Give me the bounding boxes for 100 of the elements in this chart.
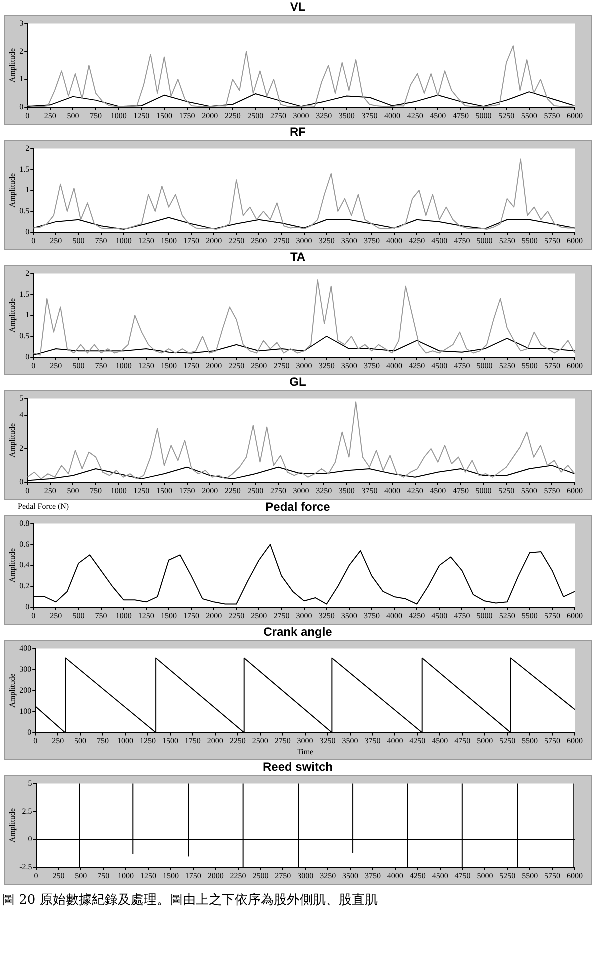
x-tick-label: 2500 — [251, 361, 268, 370]
x-tick-label: 1500 — [156, 111, 172, 120]
x-tick-label: 750 — [95, 236, 108, 246]
y-axis-title: Amplitude — [8, 423, 17, 458]
x-tick-label: 4500 — [432, 236, 448, 246]
x-tick-label: 4250 — [407, 486, 424, 496]
x-tick-label: 3750 — [362, 111, 378, 120]
y-tick-label: 2 — [26, 268, 30, 278]
x-tick-label: 3750 — [362, 486, 378, 496]
chart-title: TA — [289, 250, 307, 265]
y-tick-label: 300 — [20, 664, 32, 674]
x-tick-label: 1250 — [140, 736, 156, 746]
x-tick-label: 3750 — [364, 361, 380, 370]
x-tick-label: 250 — [52, 736, 64, 746]
x-tick-label: 4250 — [407, 111, 424, 120]
x-tick-label: 4750 — [454, 611, 470, 620]
x-tick-label: 5000 — [476, 111, 492, 120]
y-tick-label: 0 — [28, 834, 32, 844]
y-axis-title: Amplitude — [8, 548, 17, 583]
x-tick-label: 1750 — [179, 486, 196, 496]
x-tick-label: 1000 — [118, 736, 134, 746]
y-tick-label: 4 — [20, 410, 24, 420]
x-tick-label: 2250 — [228, 361, 245, 370]
x-tick-label: 3250 — [318, 611, 335, 620]
x-tick-label: 3500 — [342, 736, 358, 746]
y-tick-label: 2 — [20, 46, 24, 56]
x-tick-label: 1250 — [134, 111, 150, 120]
x-tick-label: 6000 — [567, 871, 583, 880]
x-tick-label: 1750 — [184, 236, 200, 246]
x-tick-label: 1250 — [134, 486, 150, 496]
x-tick-label: 4250 — [410, 736, 426, 746]
x-tick-label: 4000 — [387, 871, 404, 880]
x-tick-label: 250 — [50, 361, 62, 370]
x-tick-label: 3000 — [297, 736, 314, 746]
x-tick-label: 5750 — [544, 361, 560, 370]
x-tick-label: 5250 — [499, 611, 516, 620]
x-axis-title: Time — [296, 747, 314, 756]
x-tick-label: 2250 — [224, 486, 241, 496]
chart-title: Crank angle — [262, 625, 334, 640]
x-tick-label: 2000 — [207, 736, 224, 746]
y-tick-label: 1.5 — [20, 164, 30, 174]
y-tick-label: 0.2 — [20, 582, 30, 591]
x-tick-label: 1000 — [116, 236, 132, 246]
x-tick-label: 750 — [95, 611, 108, 620]
x-tick-label: 2750 — [270, 111, 286, 120]
x-tick-label: 5250 — [500, 871, 516, 880]
x-tick-label: 5250 — [500, 736, 516, 746]
x-tick-label: 4500 — [432, 736, 448, 746]
x-tick-label: 3750 — [364, 611, 380, 620]
chart-title: Pedal force — [266, 500, 330, 514]
x-tick-label: 3500 — [341, 236, 358, 246]
x-tick-label: 4500 — [430, 111, 446, 120]
y-tick-label: 3 — [20, 18, 24, 28]
y-tick-label: 100 — [20, 706, 32, 716]
x-tick-label: 3500 — [342, 871, 359, 880]
x-tick-label: 2750 — [270, 486, 286, 496]
y-axis-title: Amplitude — [8, 808, 17, 843]
x-tick-label: 1500 — [160, 236, 177, 246]
x-tick-label: 2250 — [230, 736, 246, 746]
x-tick-label: 4500 — [432, 361, 448, 370]
x-tick-label: 5750 — [544, 111, 560, 120]
y-tick-label: 0 — [20, 477, 24, 486]
y-tick-label: 0 — [26, 352, 30, 362]
x-tick-label: 1250 — [138, 611, 154, 620]
x-tick-label: 4000 — [384, 111, 401, 120]
x-tick-label: 1500 — [160, 611, 177, 620]
x-tick-label: 4000 — [384, 486, 401, 496]
x-tick-label: 5500 — [522, 736, 538, 746]
x-tick-label: 1750 — [179, 111, 196, 120]
x-tick-label: 2250 — [228, 611, 245, 620]
x-tick-label: 4750 — [454, 236, 470, 246]
x-tick-label: 5500 — [522, 236, 538, 246]
x-tick-label: 5750 — [544, 486, 560, 496]
x-tick-label: 5750 — [544, 236, 560, 246]
x-tick-label: 1500 — [156, 486, 172, 496]
x-tick-label: 6000 — [567, 736, 583, 746]
chart-title: VL — [289, 0, 307, 15]
x-tick-label: 4250 — [410, 871, 426, 880]
x-tick-label: 2250 — [228, 236, 245, 246]
x-tick-label: 2750 — [274, 611, 290, 620]
x-tick-label: 2250 — [224, 111, 241, 120]
y-tick-label: 200 — [20, 686, 32, 695]
x-tick-label: 500 — [75, 871, 88, 880]
x-tick-label: 2500 — [251, 236, 268, 246]
x-tick-label: 5750 — [544, 736, 561, 746]
x-tick-label: 1500 — [162, 736, 178, 746]
x-tick-label: 6000 — [567, 611, 583, 620]
x-tick-label: 3750 — [364, 236, 380, 246]
x-tick-label: 3000 — [293, 486, 310, 496]
x-tick-label: 2750 — [275, 871, 292, 880]
x-tick-label: 3000 — [296, 611, 312, 620]
x-tick-label: 1500 — [160, 361, 177, 370]
x-tick-label: 1250 — [138, 236, 154, 246]
x-tick-label: 3750 — [364, 736, 381, 746]
x-tick-label: 750 — [98, 871, 110, 880]
x-tick-label: 5000 — [476, 611, 493, 620]
x-tick-label: 500 — [67, 111, 80, 120]
x-tick-label: 5000 — [476, 361, 493, 370]
x-tick-label: 5500 — [521, 111, 538, 120]
x-tick-label: 5500 — [521, 486, 538, 496]
